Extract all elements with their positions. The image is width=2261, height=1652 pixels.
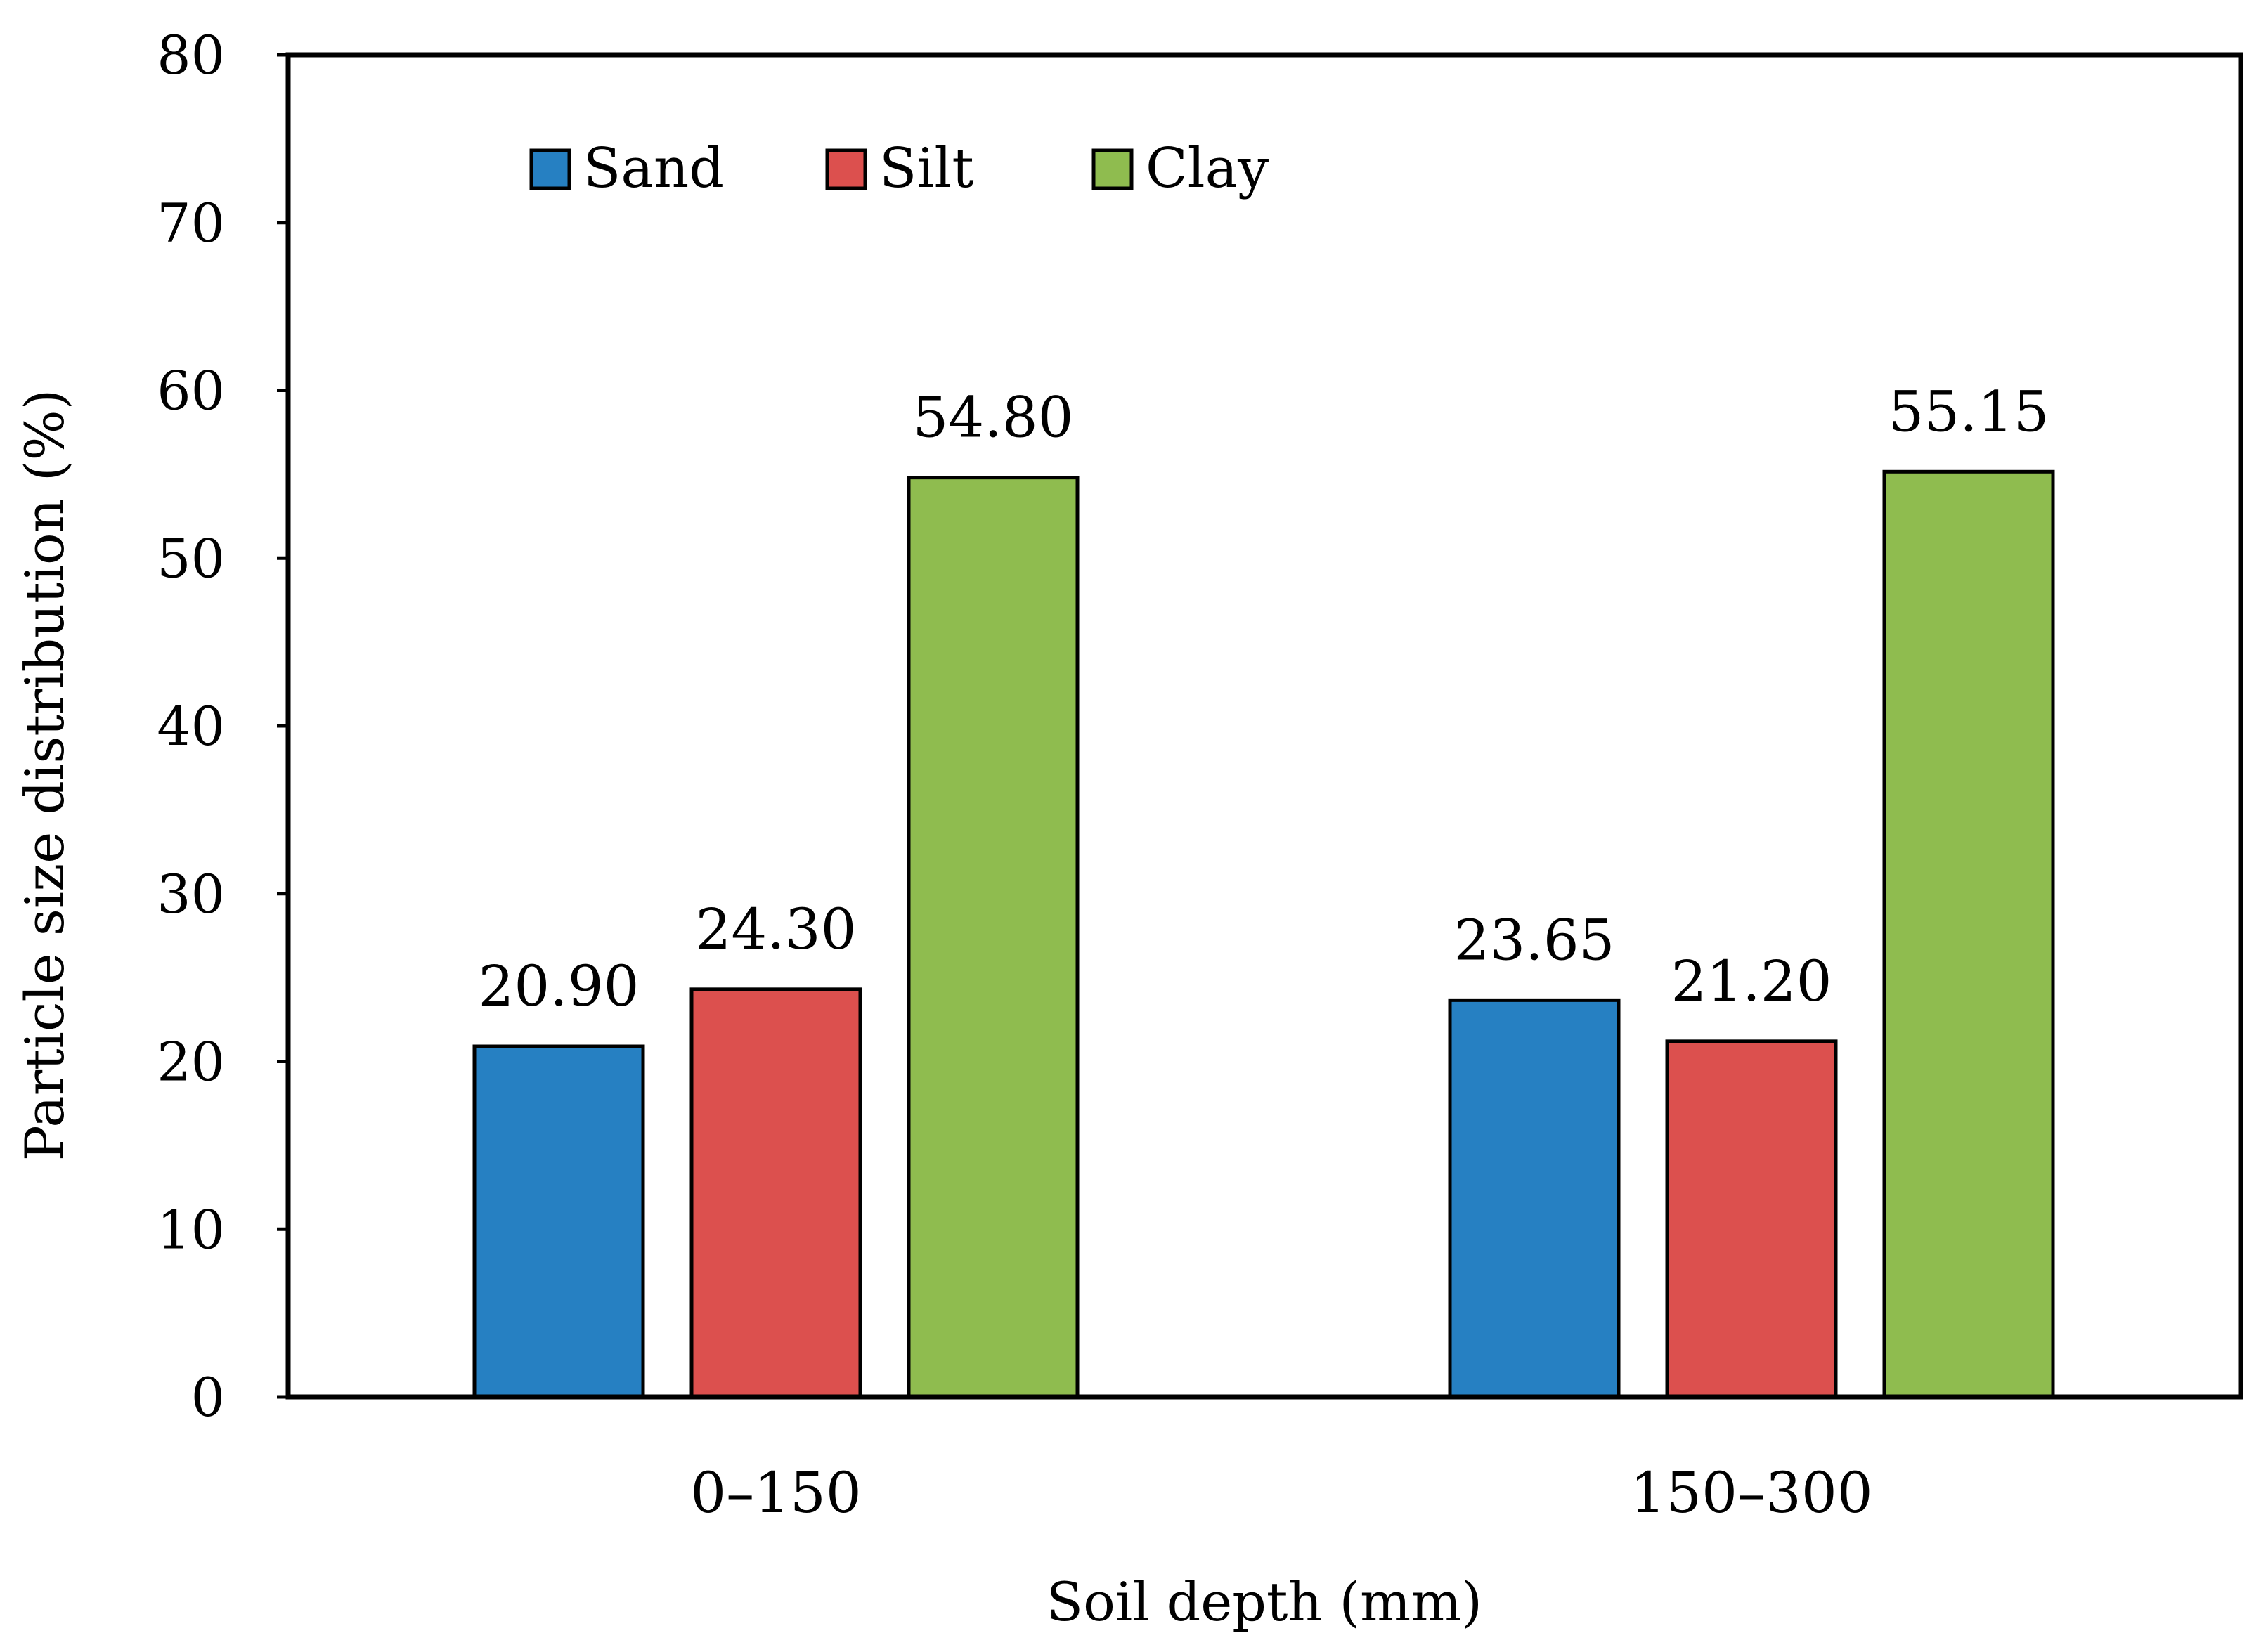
- y-tick-label: 30: [157, 863, 225, 925]
- legend-label-silt: Silt: [879, 137, 974, 200]
- x-tick-label: 150–300: [1630, 1460, 1872, 1526]
- data-label-clay-1: 54.80: [912, 385, 1073, 450]
- bar-sand-1: [472, 1044, 645, 1399]
- y-tick-label: 20: [157, 1031, 225, 1093]
- data-label-silt-2: 21.20: [1671, 949, 1832, 1014]
- x-tick-label: 0–150: [690, 1460, 862, 1526]
- bar-silt-1: [689, 987, 862, 1399]
- y-tick-label: 70: [157, 192, 225, 254]
- y-tick-label: 60: [157, 360, 225, 422]
- data-label-sand-2: 23.65: [1453, 907, 1614, 973]
- bar-clay-1: [907, 476, 1080, 1399]
- legend-label-clay: Clay: [1146, 137, 1269, 200]
- data-label-sand-1: 20.90: [478, 954, 639, 1019]
- legend-swatch-sand: [529, 148, 571, 190]
- data-label-clay-2: 55.15: [1888, 379, 2049, 444]
- bar-clay-2: [1882, 469, 2055, 1399]
- y-axis-ticks: 0 10 20 30 40 50 60 70 80: [157, 24, 288, 1429]
- legend-label-sand: Sand: [583, 137, 724, 200]
- y-axis-title: Particle size distribution (%): [13, 389, 76, 1162]
- y-tick-label: 0: [191, 1366, 225, 1429]
- x-axis-tick-labels: 0–150 150–300: [690, 1460, 1872, 1526]
- legend: Sand Silt Clay: [529, 137, 1269, 200]
- legend-swatch-silt: [825, 148, 867, 190]
- bar-sand-2: [1448, 998, 1621, 1399]
- bars-layer: 20.90 24.30 54.80 23.65 21.20 55.15: [472, 379, 2055, 1399]
- bar-silt-2: [1665, 1039, 1838, 1399]
- y-tick-label: 10: [157, 1198, 225, 1261]
- plot-area-frame: [285, 52, 2243, 1400]
- x-axis-title: Soil depth (mm): [1047, 1570, 1482, 1633]
- legend-swatch-clay: [1091, 148, 1134, 190]
- y-tick-label: 40: [157, 695, 225, 757]
- data-label-silt-1: 24.30: [695, 897, 856, 962]
- y-tick-label: 80: [157, 24, 225, 86]
- y-tick-label: 50: [157, 527, 225, 590]
